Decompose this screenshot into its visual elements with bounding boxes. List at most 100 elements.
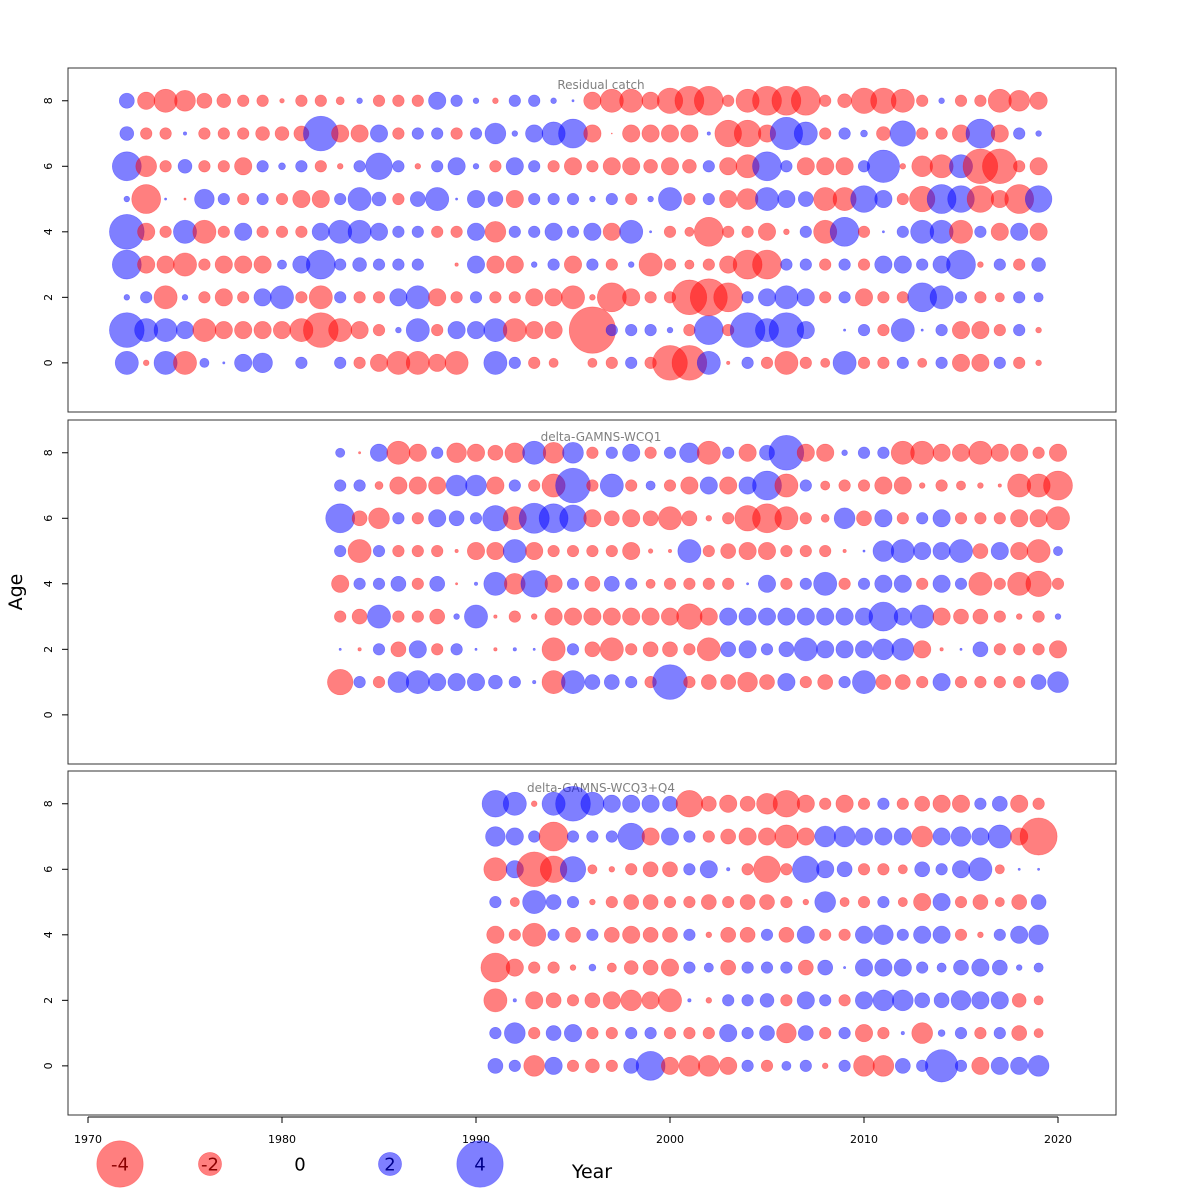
bubble: [663, 577, 677, 590]
bubble: [308, 285, 333, 310]
bubble: [722, 994, 735, 1007]
bubble: [868, 601, 899, 632]
bubble: [511, 130, 518, 137]
bubble: [896, 928, 909, 941]
bubble: [939, 647, 944, 652]
bubbles: [480, 786, 1058, 1083]
bubble: [857, 895, 871, 909]
bubble: [411, 610, 424, 623]
bubble: [816, 607, 835, 626]
bubble: [544, 607, 563, 626]
bubble: [548, 357, 559, 368]
bubble: [372, 577, 386, 590]
bubble: [625, 577, 638, 590]
bubble: [508, 94, 521, 107]
bubble: [140, 291, 153, 304]
legend-label: -2: [201, 1154, 219, 1175]
bubble: [910, 440, 935, 465]
y-tick-label: 6: [42, 515, 55, 522]
bubble: [644, 323, 657, 337]
bubble: [935, 863, 948, 876]
bubble: [642, 861, 659, 878]
bubble: [760, 1059, 774, 1072]
bubble: [625, 863, 638, 876]
bubble: [489, 160, 502, 173]
bubble: [483, 988, 508, 1013]
bubble: [428, 509, 447, 528]
y-tick-label: 6: [42, 163, 55, 170]
legend-item: -2: [198, 1152, 222, 1176]
bubble: [816, 640, 835, 659]
bubble: [774, 824, 799, 849]
bubble: [369, 124, 388, 143]
bubble: [480, 952, 511, 983]
bubble: [372, 675, 386, 689]
bubble: [222, 361, 226, 365]
bubble: [532, 680, 537, 685]
bubble: [836, 861, 853, 878]
bubble: [1029, 509, 1048, 528]
bubble: [428, 476, 447, 495]
bubble: [405, 670, 430, 694]
bubble: [951, 321, 970, 340]
bubble: [776, 1022, 797, 1044]
bubble: [454, 262, 459, 267]
bubble: [1010, 542, 1029, 561]
bubble: [843, 966, 847, 970]
bubble: [292, 190, 311, 209]
bubble: [279, 98, 285, 104]
bubble: [295, 356, 308, 369]
bubble: [528, 961, 541, 974]
bubble: [563, 1024, 582, 1043]
bubble: [877, 1026, 890, 1040]
bubble: [256, 160, 269, 173]
bubble: [505, 157, 524, 176]
bubble: [683, 1026, 696, 1040]
bubble: [625, 356, 638, 369]
bubble: [894, 674, 911, 690]
bubble: [877, 323, 890, 337]
bubble: [356, 97, 363, 104]
bubble: [932, 574, 951, 593]
bubble: [153, 285, 178, 310]
bubble: [295, 94, 308, 107]
bubble: [746, 582, 750, 586]
bubble: [990, 443, 1009, 462]
bubble: [647, 195, 654, 203]
bubble: [932, 893, 951, 912]
bubble: [913, 640, 932, 659]
bubble: [358, 451, 362, 455]
bubble: [954, 675, 968, 689]
bubble: [647, 548, 654, 554]
bubble: [583, 509, 602, 528]
bubble: [875, 674, 892, 690]
bubble: [530, 800, 538, 807]
bubble: [702, 544, 715, 558]
bubble: [820, 357, 831, 368]
bubble: [411, 544, 424, 558]
x-tick-label: 1970: [74, 1133, 102, 1146]
bubble: [741, 863, 754, 876]
bubble: [508, 225, 521, 238]
bubble: [547, 544, 560, 558]
bubble: [873, 924, 894, 945]
bubble: [693, 315, 724, 345]
bubble: [390, 575, 407, 592]
bubble: [602, 607, 621, 626]
bubble: [658, 988, 682, 1013]
bubble: [896, 225, 909, 238]
bubble: [780, 160, 793, 173]
bubble: [759, 1025, 775, 1041]
bubble: [606, 962, 617, 973]
bubble: [256, 192, 269, 206]
bubble: [275, 225, 289, 238]
bubble: [741, 961, 754, 974]
bubble: [722, 577, 735, 590]
bubble: [693, 85, 724, 116]
bubble: [508, 610, 521, 623]
bubble: [857, 577, 871, 590]
bubble: [237, 192, 250, 206]
bubble: [699, 476, 718, 495]
bubble: [483, 571, 508, 596]
bubble: [465, 474, 487, 497]
